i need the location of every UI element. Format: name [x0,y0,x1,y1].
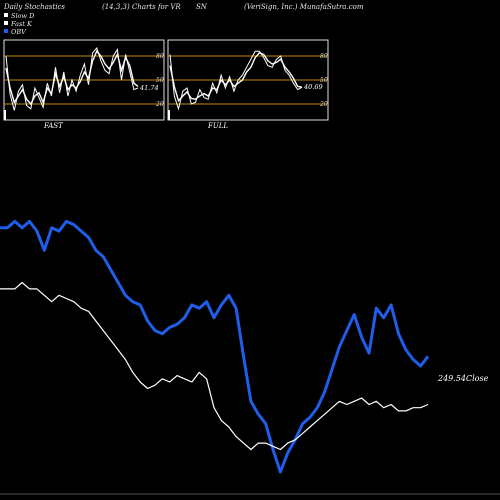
full-start-marker [168,110,170,120]
full-panel-bands [168,55,328,105]
full-line-fast-k [169,50,303,111]
full-ytick-20: 20 [319,101,328,108]
fast-panel-lines [4,47,139,120]
fast-panel-yticks: 20 50 80 [155,53,164,108]
fast-ytick-80: 80 [156,53,164,60]
header-mid: (14,3,3) Charts for VR [102,3,181,11]
fast-last-value: 41.74 [139,84,159,92]
full-panel-yticks: 20 50 80 [319,53,328,108]
fast-ytick-50: 50 [156,77,164,84]
main-line-obv [0,219,430,474]
fast-panel-label: FAST [43,122,64,130]
legend-label-fast-k: Fast K [10,20,33,28]
full-stochastic-panel: 20 50 80 40.69 [167,39,329,121]
full-ytick-80: 80 [320,53,328,60]
fast-start-marker [4,110,6,120]
fast-line-slow-d [5,49,139,106]
legend-swatch-fast-k [4,21,8,25]
full-ytick-50: 50 [320,77,328,84]
legend-swatch-obv [4,29,8,33]
legend-label-obv: OBV [11,28,27,36]
fast-stochastic-panel: 20 50 80 41.74 [3,39,165,121]
legend-swatch-slow-d [4,13,8,17]
header-right: (VeriSign, Inc.) MunafaSutra.com [244,3,364,11]
full-last-value: 40.69 [303,83,323,91]
close-price-label: 249.54Close [437,374,489,383]
full-panel-lines [168,50,303,120]
legend-label-slow-d: Slow D [11,12,35,20]
header-left: Daily Stochastics [3,3,65,11]
main-line-close [0,281,429,451]
full-panel-label: FULL [207,122,228,130]
fast-line-fast-k [5,47,139,111]
fast-ytick-20: 20 [155,101,164,108]
main-obv-price-chart [0,219,430,474]
header-ticker: SN [196,3,208,11]
